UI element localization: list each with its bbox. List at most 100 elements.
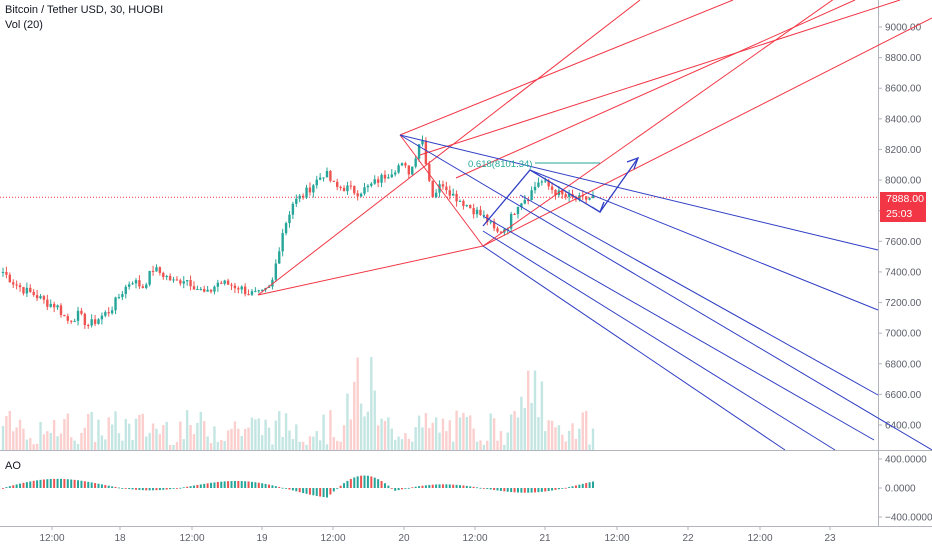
volume-bar	[441, 418, 445, 450]
volume-bar	[499, 431, 503, 450]
candle-body	[175, 279, 179, 281]
candle-body	[124, 286, 127, 295]
volume-bar	[97, 419, 100, 450]
candle-body	[342, 188, 346, 192]
volume-bar	[199, 411, 203, 450]
ao-bar	[281, 487, 284, 489]
candle-body	[489, 221, 492, 223]
ao-bar	[172, 488, 175, 489]
ao-bar	[554, 488, 557, 490]
volume-bar	[73, 440, 76, 450]
candle-body	[117, 297, 121, 299]
volume-bar	[223, 441, 226, 450]
volume-bar	[571, 423, 574, 450]
ao-bar	[448, 484, 451, 488]
volume-bar	[240, 436, 243, 450]
candle-body	[168, 276, 172, 281]
volume-bar	[305, 444, 308, 450]
candle-body	[172, 279, 175, 281]
volume-bar	[486, 440, 489, 450]
ao-bar	[387, 485, 390, 488]
ao-bar	[325, 488, 328, 498]
ao-bar	[455, 484, 458, 488]
candle-body	[267, 286, 271, 288]
candle-body	[527, 199, 530, 201]
candle-body	[305, 187, 308, 198]
candle-body	[308, 187, 312, 193]
ao-bar	[264, 483, 267, 488]
volume-bar	[168, 444, 172, 450]
ao-bar	[90, 482, 93, 488]
candle-body	[520, 203, 523, 207]
ao-bar	[22, 482, 25, 488]
ao-bar	[121, 488, 124, 489]
ao-bar	[117, 487, 120, 489]
volume-bar	[76, 443, 80, 450]
volume-bar	[8, 410, 12, 450]
volume-bar	[557, 425, 561, 450]
candle-body	[390, 174, 393, 178]
ao-bar	[319, 488, 322, 497]
candle-body	[257, 290, 260, 292]
ao-bar	[53, 478, 56, 488]
ao-bar	[83, 481, 86, 488]
ao-bar	[421, 485, 424, 488]
y-tick-label: 7600.00	[885, 237, 922, 248]
ao-bar	[445, 484, 448, 488]
volume-bar	[462, 412, 465, 450]
ao-bar	[435, 484, 438, 488]
volume-bar	[339, 441, 342, 450]
volume-bar	[250, 417, 254, 450]
candle-body	[250, 291, 254, 295]
ao-bar	[356, 476, 359, 488]
candle-body	[260, 289, 264, 291]
candle-body	[298, 195, 301, 199]
arrow-head-down	[591, 201, 605, 213]
candle-body	[73, 320, 76, 322]
volume-bar	[247, 427, 250, 450]
volume-bar	[104, 439, 107, 450]
volume-bar	[322, 414, 325, 450]
ao-bar	[540, 488, 543, 492]
ao-bar	[516, 488, 519, 493]
candle-body	[192, 286, 196, 290]
volume-bar	[591, 428, 595, 450]
ao-bar	[513, 488, 516, 493]
ao-bar	[77, 480, 80, 488]
pitchfork-red-line	[455, 0, 856, 179]
ao-bar	[418, 486, 421, 488]
ao-bar	[489, 488, 492, 490]
candle-body	[550, 186, 554, 190]
candle-body	[499, 231, 503, 233]
candle-body	[127, 284, 131, 287]
ao-bar	[250, 481, 253, 488]
pitchfork-blue-line	[482, 215, 875, 441]
candle-body	[567, 194, 571, 197]
ao-bar	[271, 485, 274, 488]
candle-body	[441, 184, 445, 187]
volume-bar	[278, 411, 281, 450]
candle-body	[76, 310, 80, 321]
volume-bar	[407, 438, 411, 450]
candle-body	[223, 280, 226, 284]
candle-body	[25, 287, 29, 294]
volume-bar	[257, 418, 260, 450]
volume-bar	[271, 444, 274, 450]
volume-bar	[121, 440, 124, 450]
candle-body	[114, 297, 117, 311]
candle-body	[145, 284, 148, 288]
pitchfork-red-line	[399, 0, 734, 136]
ao-bar	[179, 487, 182, 489]
ao-bar	[247, 481, 250, 488]
volume-bar	[134, 418, 138, 450]
volume-bar	[15, 427, 18, 450]
fib-level-label: 0.618(8101.34)	[468, 159, 532, 170]
candle-body	[29, 287, 32, 292]
candle-body	[397, 165, 400, 173]
volume-bar	[445, 431, 448, 450]
volume-bar	[274, 420, 278, 450]
candle-body	[56, 305, 59, 308]
x-tick-label: 12:00	[747, 533, 772, 544]
ao-bar	[592, 481, 594, 488]
